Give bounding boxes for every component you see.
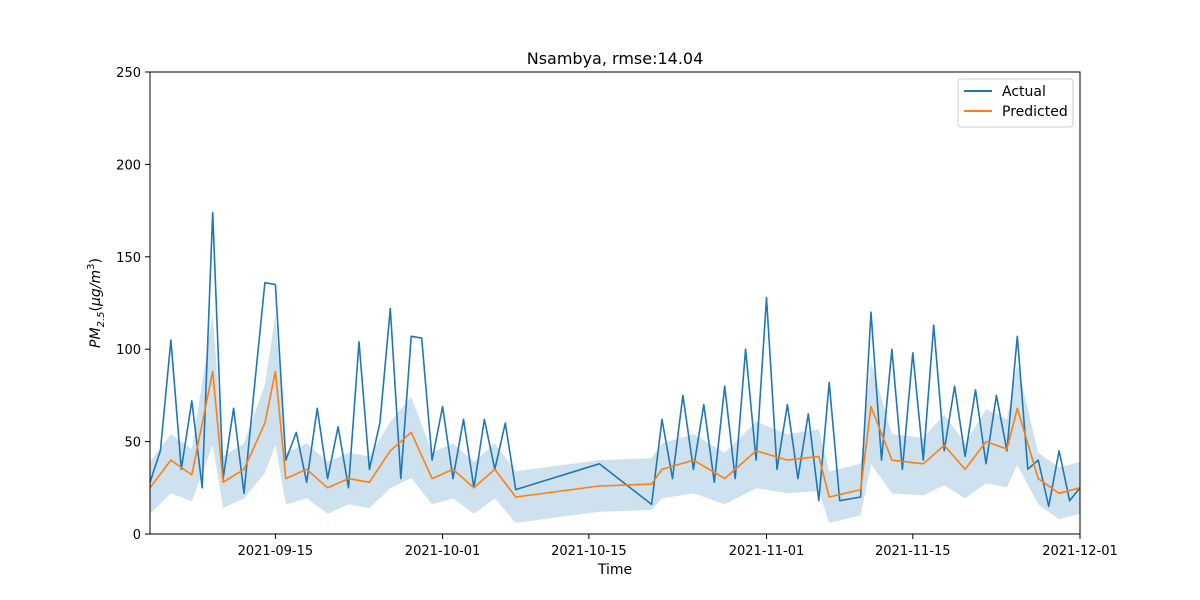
- y-label-subscript: 2.5: [96, 312, 107, 328]
- y-label-base: PM: [88, 327, 104, 348]
- y-tick-label: 150: [116, 251, 141, 266]
- y-label-close-paren: ): [88, 258, 104, 263]
- y-label-superscript: 3: [86, 264, 97, 270]
- series-predicted: [149, 370, 1081, 498]
- y-tick-label: 250: [116, 66, 141, 81]
- x-tick-label: 2021-12-01: [1042, 544, 1118, 559]
- legend-predicted-label: Predicted: [1002, 104, 1068, 120]
- confidence-band: [150, 314, 1080, 523]
- y-tick-label: 200: [116, 158, 141, 173]
- x-tick-label: 2021-10-01: [405, 544, 481, 559]
- y-label-mu: μ: [88, 297, 104, 307]
- chart-title: Nsambya, rmse:14.04: [527, 49, 704, 68]
- y-label-unit: g/m: [88, 270, 104, 297]
- legend: Actual Predicted: [957, 78, 1074, 128]
- series-line-actual: [149, 211, 1081, 508]
- y-tick-label: 0: [133, 528, 141, 543]
- x-axis: 2021-09-15 2021-10-01 2021-10-15 2021-11-01…: [238, 534, 1118, 559]
- series-line-predicted: [149, 370, 1081, 498]
- y-label-open-paren: (: [88, 306, 104, 311]
- x-tick-label: 2021-09-15: [238, 544, 314, 559]
- x-tick-label: 2021-11-01: [729, 544, 805, 559]
- y-tick-label: 100: [116, 343, 141, 358]
- plot-frame: [149, 71, 1081, 535]
- legend-actual-label: Actual: [1002, 84, 1046, 100]
- x-tick-label: 2021-11-15: [875, 544, 951, 559]
- y-tick-label: 50: [124, 436, 141, 451]
- y-axis-label: PM2.5(μg/m3): [86, 258, 107, 348]
- y-axis: 0 50 100 150 200 250: [116, 66, 150, 543]
- series-actual: [149, 211, 1081, 508]
- confidence-band-area: [150, 314, 1080, 523]
- x-axis-label: Time: [597, 562, 632, 578]
- x-tick-label: 2021-10-15: [551, 544, 627, 559]
